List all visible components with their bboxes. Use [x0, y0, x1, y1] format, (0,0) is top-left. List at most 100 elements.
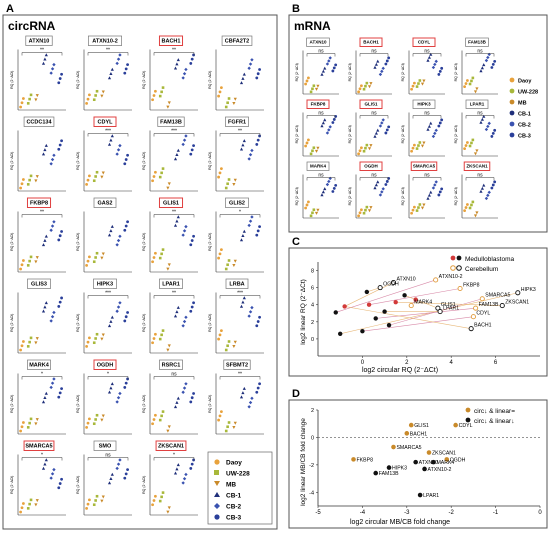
- mrna-bach1-dot: [367, 85, 372, 89]
- legend-circ-down-linear-down: circ↓ & linear↓: [474, 418, 514, 425]
- circ-fam13b-dot: [176, 148, 180, 152]
- circ-lrba-dot: [218, 333, 222, 337]
- circ-cdyl-dot: [115, 152, 119, 156]
- mrna-fkbp8-dot: [305, 141, 309, 145]
- mrna-hipk3-dot: [410, 149, 413, 153]
- circ-lpar1-dot: [175, 310, 179, 314]
- mrna-glis1-ylabel: RQ (2⁻ΔCt): [348, 125, 352, 143]
- circ-smo-dot: [118, 458, 122, 462]
- mrna-mark4-title-box: [306, 161, 330, 171]
- c-point-cb: [435, 305, 441, 311]
- c-y-tick-label: 2: [311, 320, 314, 326]
- mrna-cdyl-title: CDYL: [418, 40, 431, 45]
- panel-b-mrna: ATXN10 RQ (2⁻ΔCt) ns BACH1 RQ (2⁻ΔCt) ns CDYL R…: [295, 37, 498, 219]
- circ-glis2-dot: [248, 219, 253, 223]
- circ-smo-dot: [92, 503, 96, 507]
- circ-rsrc1-dot: [173, 405, 178, 409]
- legend-marker: [214, 514, 220, 520]
- circ-atxn10-dot: [57, 81, 61, 85]
- circ-lpar1-dot: [181, 324, 185, 328]
- d-point-label: OGDH: [450, 457, 466, 463]
- mrna-lpar1-dot: [470, 141, 473, 145]
- circ-glis3-dot: [52, 310, 56, 315]
- mrna-atxn10-sig: ns: [318, 49, 324, 55]
- circ-mark4-dot: [50, 381, 55, 385]
- legend-medulloblastoma: Medulloblastoma: [465, 256, 515, 263]
- mrna-lpar1-title: LPAR1: [470, 102, 485, 107]
- circ-smo-sig: ns: [105, 453, 111, 459]
- panel-a-letter: A: [6, 3, 14, 15]
- mrna-cdyl-dot: [440, 66, 444, 70]
- circ-lrba-dot: [247, 314, 251, 318]
- mrna-glis1-dot: [357, 152, 360, 156]
- circ-glis3-title: GLIS3: [31, 282, 47, 288]
- mrna-bach1-title: BACH1: [363, 40, 379, 45]
- c-point-cb: [473, 305, 479, 311]
- circ-bach1-dot: [167, 101, 171, 105]
- mrna-lpar1-dot: [475, 149, 479, 153]
- circ-fkbp8-dot: [50, 224, 55, 228]
- mrna-fkbp8-dot: [321, 121, 325, 125]
- c-point-mb: [360, 329, 365, 334]
- mrna-fam13b-dot: [475, 87, 479, 91]
- panel-d-letter: D: [292, 388, 300, 400]
- mrna-hipk3-dot: [440, 118, 444, 122]
- circ-ccdc134-dot: [22, 178, 25, 181]
- mrna-zkscan1-dot: [480, 186, 484, 190]
- circ-glis2-title-box: [225, 197, 249, 208]
- circ-zkscan1-dot: [184, 472, 188, 477]
- panel-d-xlabel: log2 circular MB/CB fold change: [350, 519, 450, 526]
- mrna-lpar1-sig-bracket: [465, 115, 495, 119]
- circ-cdyl-title: CDYL: [98, 120, 114, 126]
- circ-glis3-dot: [20, 344, 24, 348]
- circ-fam13b-dot: [192, 144, 195, 148]
- mrna-cdyl-dot: [411, 84, 415, 88]
- circ-sfbmt2-title-box: [223, 359, 251, 370]
- mrna-bach1-dot: [384, 62, 388, 66]
- mrna-cdyl-dot: [429, 52, 433, 56]
- legend-label: CB-1: [518, 111, 531, 117]
- circ-bach1-dot: [173, 66, 178, 70]
- mrna-ogdh-dot: [358, 211, 362, 215]
- circ-ogdh-sig-bracket: [87, 376, 129, 380]
- circ-bach1-sig: **: [172, 48, 176, 54]
- circ-zkscan1-dot: [167, 506, 171, 510]
- circ-smarca5-dot: [44, 458, 48, 462]
- mrna-hipk3-title-box: [412, 99, 436, 109]
- circ-glis2-dot: [232, 263, 236, 267]
- circ-atxn10-dot: [34, 98, 38, 102]
- circ-lrba-dot: [233, 340, 237, 344]
- circ-ccdc134-dot: [29, 174, 33, 178]
- circ-fgfr1-dot: [255, 143, 259, 146]
- mrna-atxn10-title-box: [306, 37, 330, 47]
- circ-smarca5-sig: *: [41, 453, 43, 459]
- mrna-glis1-dot: [376, 128, 380, 132]
- circ-cdyl-dot: [95, 170, 99, 174]
- circ-glis3-dot: [57, 305, 61, 308]
- circ-ccdc134-dot: [34, 179, 38, 183]
- circ-hipk3-dot: [92, 341, 96, 345]
- mrna-lpar1-sig: ns: [477, 111, 483, 117]
- circ-zkscan1-dot: [189, 467, 193, 470]
- mrna-atxn10-ylabel: RQ (2⁻ΔCt): [295, 63, 299, 81]
- circ-bach1-title: BACH1: [162, 39, 181, 45]
- circ-gas2-dot: [109, 229, 113, 233]
- circ-bach1-dot: [182, 72, 187, 76]
- circ-smo-dot: [124, 472, 128, 476]
- circ-atxn10-ylabel: RQ (2⁻ΔCt): [10, 71, 14, 89]
- circ-mark4-dot: [58, 391, 62, 395]
- circ-smarca5-dot: [35, 499, 39, 503]
- mrna-lpar1-dot: [491, 131, 495, 135]
- circ-glis1-dot: [166, 267, 170, 271]
- circ-smo-dot: [101, 495, 105, 499]
- circ-bach1-dot: [189, 62, 193, 65]
- circ-smo-ylabel: RQ (2⁻ΔCt): [76, 476, 80, 494]
- c-point-mb: [364, 289, 370, 295]
- circ-ogdh-dot: [109, 386, 113, 390]
- circ-lpar1-dot: [167, 344, 171, 348]
- circ-sfbmt2-dot: [220, 410, 223, 414]
- panel-d-scatter: -5 -4 -3 -2 -1 0 -4 -2 0 2 GLIS1 CDYL BACH1 SMARCA5 F…: [300, 407, 542, 526]
- mrna-hipk3-dot: [420, 144, 425, 148]
- circ-lpar1-dot: [161, 329, 165, 332]
- circ-lrba-dot: [242, 296, 246, 300]
